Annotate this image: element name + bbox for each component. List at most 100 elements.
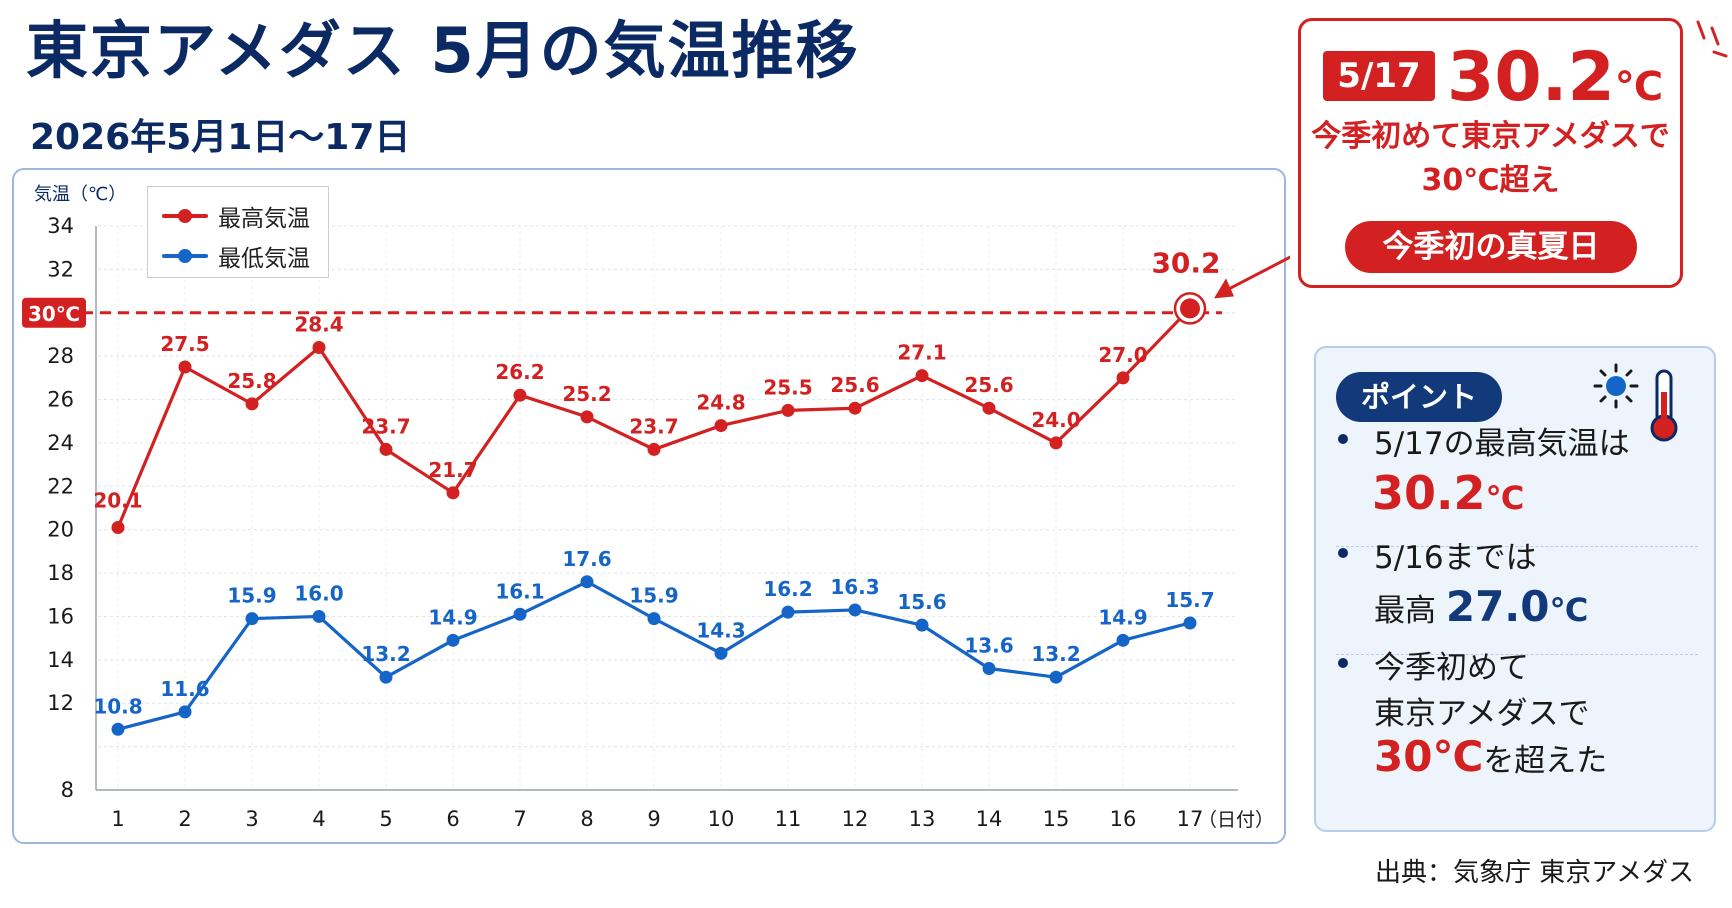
data-point-high [848,401,862,415]
data-point-high [446,486,460,500]
data-label-low: 13.2 [1031,642,1080,666]
point-3-line-2: 東京アメダスで [1374,696,1590,732]
data-label-low: 16.1 [495,579,544,603]
data-point-low [379,670,393,684]
point-3-line-3: 30℃を超えた [1374,732,1607,781]
x-tick-label: 12 [842,807,869,831]
data-label-high: 24.0 [1031,408,1080,432]
x-tick-label: 15 [1043,807,1070,831]
callout-temp-value: 30.2 [1447,38,1615,117]
data-label-high: 28.4 [294,312,343,336]
data-label-low: 15.9 [629,584,678,608]
point-bullet [1338,658,1348,668]
x-tick-label: 8 [580,807,593,831]
sun-icon [1593,363,1639,409]
legend-label-low: 最低気温 [218,246,310,272]
highlight-point [1180,298,1200,319]
data-label-high: 25.8 [227,369,276,393]
callout-arrow-line [1225,255,1290,292]
x-tick-label: 3 [245,807,258,831]
y-tick-label: 34 [47,214,74,238]
callout-date-badge: 5/17 [1323,51,1435,101]
data-point-high [245,397,259,411]
data-label-low: 15.9 [227,584,276,608]
data-point-low [1049,670,1063,684]
data-label-high: 27.5 [160,332,209,356]
point-3-value: 30℃ [1374,732,1484,781]
data-label-high: 25.6 [964,373,1013,397]
points-divider [1336,546,1698,547]
x-tick-label: 2 [178,807,191,831]
data-label-low: 16.0 [294,581,343,605]
points-badge: ポイント [1336,372,1502,422]
data-label-high: 25.5 [763,375,812,399]
y-tick-label: 32 [47,257,74,281]
data-point-low [178,705,192,719]
data-point-low [111,722,125,736]
x-tick-label: 4 [312,807,325,831]
data-label-high: 21.7 [428,458,477,482]
data-point-high [513,388,527,402]
data-point-low [781,605,795,619]
data-label-high: 20.1 [93,489,142,513]
point-bullet [1338,548,1348,558]
data-point-low [312,609,326,623]
data-point-high [714,419,728,433]
legend-swatch-high [162,206,208,226]
page-title: 東京アメダス 5月の気温推移 [26,14,860,87]
data-point-high [982,401,996,415]
x-tick-label: 10 [708,807,735,831]
x-tick-label: 16 [1110,807,1137,831]
data-label-low: 14.9 [1098,605,1147,629]
data-label-low: 11.6 [160,677,209,701]
data-point-high [647,442,661,456]
data-label-high: 24.8 [696,391,745,415]
data-point-low [580,575,594,589]
x-tick-label: 14 [976,807,1003,831]
data-point-high [781,403,795,417]
data-point-high [111,521,125,535]
point-2-line: 最高 27.0℃ [1374,582,1588,631]
callout-line-2: 30℃超え [1421,163,1560,198]
data-point-low [915,618,929,632]
data-point-low [848,603,862,617]
y-tick-label: 18 [47,561,74,585]
thermometer-icon [1650,369,1678,442]
y-axis-title: 気温（℃） [34,184,126,205]
data-point-high [580,410,594,424]
x-tick-label: 6 [446,807,459,831]
callout-line-1: 今季初めて東京アメダスで [1311,119,1670,154]
data-point-low [714,646,728,660]
data-point-low [1116,633,1130,647]
data-point-high [915,369,929,383]
data-label-low: 14.3 [696,618,745,642]
data-label-low: 13.2 [361,642,410,666]
callout-temperature: 30.2℃ [1447,37,1663,119]
points-divider [1336,654,1698,655]
y-tick-label: 28 [47,344,74,368]
point-1-value-unit: ℃ [1485,479,1525,517]
data-label-high: 27.0 [1098,343,1147,367]
data-label-high: 25.6 [830,373,879,397]
callout-badge: 今季初の真夏日 [1345,221,1637,273]
data-label-low: 16.3 [830,575,879,599]
data-point-high [312,340,326,354]
point-1-value: 30.2℃ [1372,466,1524,520]
y-tick-label: 8 [61,778,74,802]
point-3-line-1: 今季初めて [1374,650,1529,686]
legend-label-high: 最高気温 [218,206,310,232]
x-tick-label: 9 [647,807,660,831]
data-label-high: 25.2 [562,382,611,406]
legend-swatch-low [162,246,208,266]
data-point-low [446,633,460,647]
reference-line-label: 30℃ [28,302,80,326]
data-label-low: 14.9 [428,605,477,629]
x-tick-label: 5 [379,807,392,831]
point-2-value: 27.0 [1445,582,1550,631]
data-label-high: 30.2 [1151,246,1220,279]
y-tick-label: 14 [47,648,74,672]
data-point-low [982,662,996,676]
highlight-callout: 5/17 30.2℃ 今季初めて東京アメダスで 30℃超え 今季初の真夏日 [1298,18,1683,288]
x-tick-label: 13 [909,807,936,831]
data-label-high: 23.7 [629,414,678,438]
